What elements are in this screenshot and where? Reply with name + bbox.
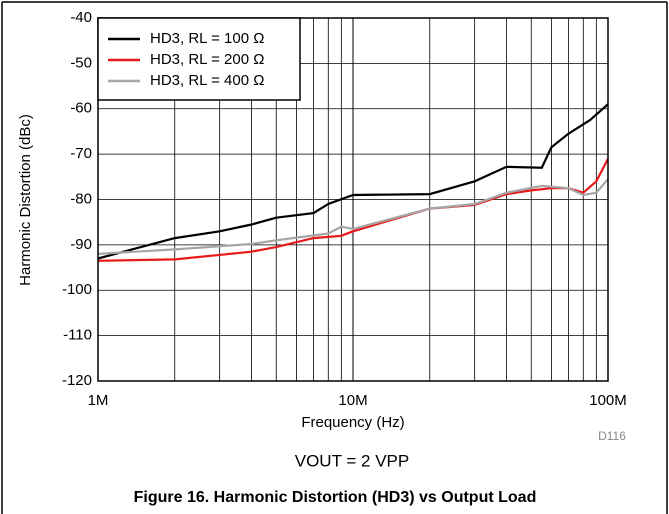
series-line (97, 103, 609, 260)
series-line (97, 178, 609, 255)
y-tick-label: -100 (62, 281, 92, 298)
y-tick-label: -120 (62, 372, 92, 389)
y-tick-label: -110 (63, 327, 92, 344)
x-axis-label: Frequency (Hz) (301, 414, 404, 431)
x-tick-label: 10M (338, 392, 367, 409)
y-tick-label: -50 (70, 54, 92, 71)
annotation: VOUT = 2 VPP (295, 451, 409, 470)
caption: Figure 16. Harmonic Distortion (HD3) vs … (134, 489, 537, 506)
legend-label: HD3, RL = 400 Ω (150, 72, 264, 89)
y-axis-label: Harmonic Distortion (dBc) (17, 114, 34, 286)
y-tick-label: -40 (70, 9, 92, 26)
legend-label: HD3, RL = 100 Ω (150, 30, 264, 47)
y-tick-label: -90 (70, 236, 92, 253)
y-tick-label: -60 (70, 100, 92, 117)
plot-frame (97, 17, 609, 382)
x-tick-label: 1M (88, 392, 109, 409)
legend-label: HD3, RL = 200 Ω (150, 51, 264, 68)
legend-box (97, 17, 301, 101)
note: D116 (598, 429, 626, 443)
y-tick-label: -70 (70, 145, 92, 162)
x-tick-label: 100M (589, 392, 627, 409)
y-tick-label: -80 (70, 190, 92, 207)
